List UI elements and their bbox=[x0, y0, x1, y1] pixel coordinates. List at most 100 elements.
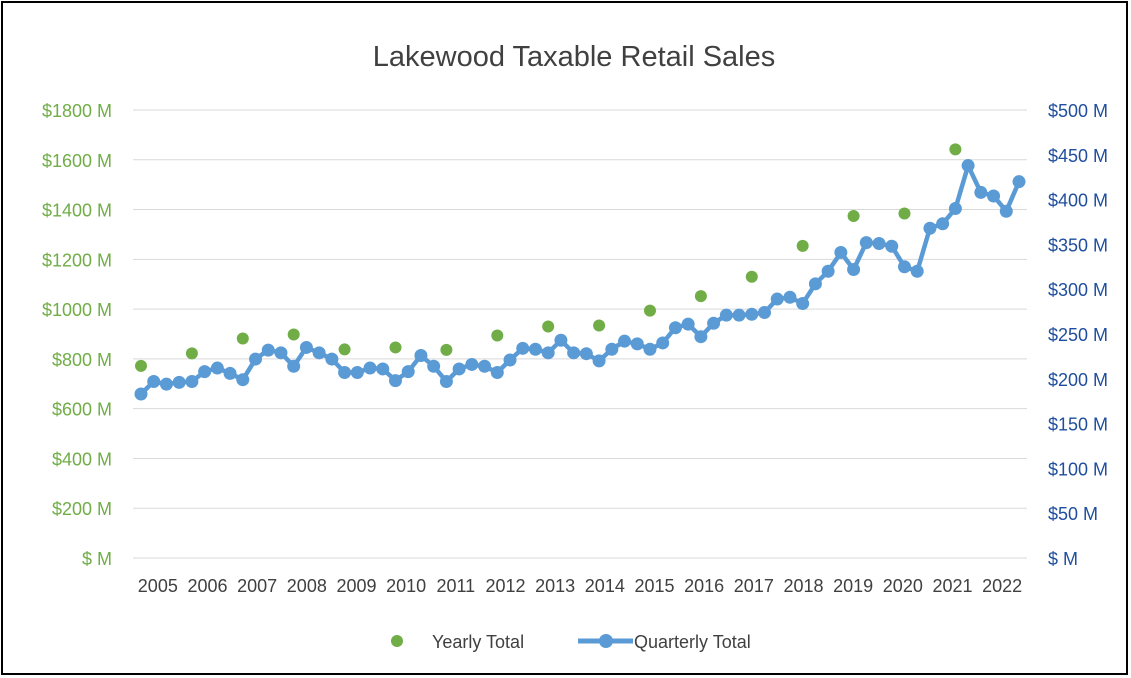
legend-quarterly-marker bbox=[599, 634, 613, 648]
x-axis-tick-label: 2007 bbox=[237, 576, 277, 596]
yearly-total-point bbox=[898, 207, 911, 220]
quarterly-total-point bbox=[338, 366, 352, 380]
quarterly-total-point bbox=[223, 366, 237, 380]
quarterly-total-point bbox=[401, 365, 415, 379]
quarterly-total-point bbox=[745, 307, 759, 321]
quarterly-total-point bbox=[732, 308, 746, 322]
quarterly-total-point bbox=[439, 374, 453, 388]
x-axis-tick-label: 2009 bbox=[336, 576, 376, 596]
quarterly-total-point bbox=[210, 361, 224, 375]
right-axis-tick-label: $300 M bbox=[1048, 280, 1108, 300]
quarterly-total-point bbox=[936, 217, 950, 231]
left-axis-tick-label: $1400 M bbox=[42, 201, 112, 221]
quarterly-total-point bbox=[528, 342, 542, 356]
quarterly-total-point bbox=[350, 366, 364, 380]
quarterly-total-point bbox=[490, 366, 504, 380]
quarterly-total-point bbox=[872, 237, 886, 251]
x-axis-ticks: 2005 2006 2007 2008 2009 2010 2011 2012 2013 2014… bbox=[138, 576, 1022, 596]
left-axis-tick-label: $200 M bbox=[52, 499, 112, 519]
yearly-total-point bbox=[440, 343, 453, 356]
quarterly-total-point bbox=[618, 334, 632, 348]
x-axis-tick-label: 2018 bbox=[783, 576, 823, 596]
quarterly-total-point bbox=[758, 305, 772, 319]
right-axis-tick-label: $350 M bbox=[1048, 235, 1108, 255]
x-axis-tick-label: 2013 bbox=[535, 576, 575, 596]
quarterly-total-point bbox=[172, 375, 186, 389]
quarterly-total-point bbox=[923, 221, 937, 235]
quarterly-total-point bbox=[859, 236, 873, 250]
quarterly-total-point bbox=[885, 239, 899, 253]
yearly-total-point bbox=[135, 359, 147, 372]
quarterly-total-point bbox=[987, 189, 1001, 203]
left-axis-tick-label: $600 M bbox=[52, 400, 112, 420]
yearly-total-point bbox=[847, 210, 860, 223]
quarterly-total-point bbox=[452, 362, 466, 376]
quarterly-total-point bbox=[1012, 175, 1026, 189]
quarterly-total-point bbox=[910, 264, 924, 278]
quarterly-total-point bbox=[579, 347, 593, 361]
quarterly-total-point bbox=[605, 342, 619, 356]
left-axis-tick-label: $1800 M bbox=[42, 101, 112, 121]
yearly-total-point bbox=[593, 319, 606, 332]
quarterly-total-point bbox=[656, 336, 670, 350]
quarterly-total-point bbox=[694, 330, 708, 344]
quarterly-total-point bbox=[847, 262, 861, 276]
yearly-total-point bbox=[796, 239, 809, 252]
left-axis-tick-label: $1600 M bbox=[42, 151, 112, 171]
yearly-total-series bbox=[135, 143, 962, 372]
legend-yearly-label: Yearly Total bbox=[432, 632, 524, 652]
quarterly-total-point bbox=[719, 308, 733, 322]
quarterly-total-point bbox=[376, 362, 390, 376]
left-axis-tick-label: $400 M bbox=[52, 449, 112, 469]
quarterly-total-point bbox=[630, 337, 644, 351]
quarterly-total-point bbox=[299, 340, 313, 354]
quarterly-total-point bbox=[821, 264, 835, 278]
legend: Yearly Total Quarterly Total bbox=[391, 632, 751, 652]
legend-quarterly-label: Quarterly Total bbox=[634, 632, 751, 652]
right-axis-tick-label: $250 M bbox=[1048, 325, 1108, 345]
left-axis-tick-label: $800 M bbox=[52, 350, 112, 370]
right-axis-tick-label: $500 M bbox=[1048, 101, 1108, 121]
quarterly-total-point bbox=[974, 185, 988, 199]
x-axis-tick-label: 2008 bbox=[287, 576, 327, 596]
yearly-total-point bbox=[389, 341, 402, 354]
yearly-total-point bbox=[338, 343, 351, 356]
quarterly-total-point bbox=[516, 341, 530, 355]
right-axis-tick-label: $200 M bbox=[1048, 370, 1108, 390]
quarterly-total-point bbox=[643, 342, 657, 356]
chart-title: Lakewood Taxable Retail Sales bbox=[373, 41, 776, 73]
quarterly-total-point bbox=[325, 352, 339, 366]
yearly-total-point bbox=[694, 290, 707, 303]
quarterly-total-point bbox=[707, 316, 721, 330]
yearly-total-point bbox=[949, 143, 962, 156]
gridlines bbox=[133, 109, 1027, 559]
quarterly-total-point bbox=[261, 343, 275, 357]
x-axis-tick-label: 2010 bbox=[386, 576, 426, 596]
right-axis-tick-label: $50 M bbox=[1048, 504, 1098, 524]
x-axis-tick-label: 2022 bbox=[982, 576, 1022, 596]
quarterly-total-point bbox=[948, 202, 962, 216]
left-axis-tick-label: $1000 M bbox=[42, 300, 112, 320]
quarterly-total-series bbox=[134, 159, 1026, 401]
quarterly-total-point bbox=[999, 204, 1013, 218]
right-axis-tick-label: $450 M bbox=[1048, 146, 1108, 166]
quarterly-total-point bbox=[134, 387, 148, 401]
quarterly-total-point bbox=[414, 349, 428, 363]
quarterly-total-point bbox=[478, 359, 492, 373]
right-axis-tick-label: $150 M bbox=[1048, 415, 1108, 435]
quarterly-total-point bbox=[503, 353, 517, 367]
quarterly-total-point bbox=[592, 354, 606, 368]
quarterly-total-point bbox=[541, 346, 555, 360]
right-axis-tick-label: $400 M bbox=[1048, 191, 1108, 211]
yearly-total-point bbox=[185, 347, 198, 360]
x-axis-tick-label: 2017 bbox=[734, 576, 774, 596]
left-axis-tick-label: $1200 M bbox=[42, 250, 112, 270]
x-axis-tick-label: 2020 bbox=[883, 576, 923, 596]
quarterly-total-point bbox=[287, 359, 301, 373]
yearly-total-point bbox=[745, 270, 758, 283]
quarterly-total-point bbox=[363, 361, 377, 375]
quarterly-total-point bbox=[897, 260, 911, 274]
left-axis-tick-label: $ M bbox=[82, 549, 112, 569]
x-axis-tick-label: 2016 bbox=[684, 576, 724, 596]
